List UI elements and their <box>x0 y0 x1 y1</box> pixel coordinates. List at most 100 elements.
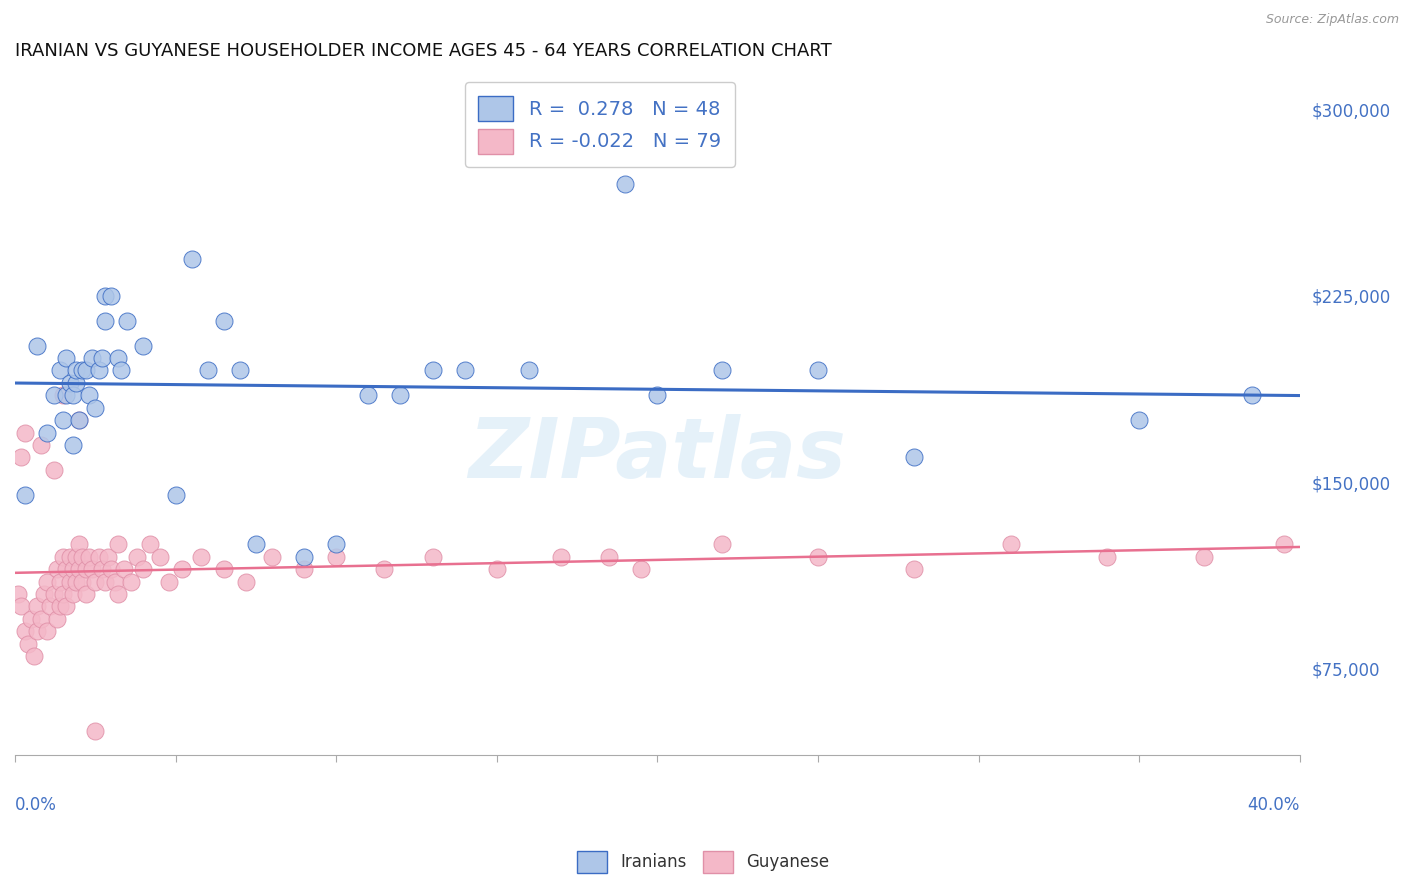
Point <box>630 562 652 576</box>
Point <box>55 599 77 614</box>
Point <box>17 637 39 651</box>
Point <box>59 549 82 564</box>
Point <box>65 549 87 564</box>
Point <box>94 574 117 589</box>
Point <box>807 363 830 377</box>
Point <box>27 599 49 614</box>
Point <box>117 314 139 328</box>
Point <box>82 351 104 365</box>
Point <box>52 413 75 427</box>
Point <box>45 562 67 576</box>
Point <box>807 549 830 564</box>
Point <box>325 537 347 551</box>
Point <box>62 562 84 576</box>
Point <box>260 549 283 564</box>
Point <box>90 351 112 365</box>
Text: 0.0%: 0.0% <box>15 797 56 814</box>
Point <box>55 388 77 402</box>
Point <box>30 438 52 452</box>
Point <box>517 363 540 377</box>
Point <box>422 363 444 377</box>
Point <box>94 314 117 328</box>
Point <box>357 388 380 402</box>
Point <box>52 549 75 564</box>
Point <box>72 363 94 377</box>
Text: IRANIAN VS GUYANESE HOUSEHOLDER INCOME AGES 45 - 64 YEARS CORRELATION CHART: IRANIAN VS GUYANESE HOUSEHOLDER INCOME A… <box>15 42 832 60</box>
Point <box>39 599 62 614</box>
Point <box>100 562 122 576</box>
Point <box>125 549 148 564</box>
Point <box>82 562 104 576</box>
Point <box>65 376 87 390</box>
Point <box>87 549 110 564</box>
Point <box>67 562 90 576</box>
Point <box>30 612 52 626</box>
Point <box>132 562 155 576</box>
Point <box>235 574 257 589</box>
Point <box>14 487 37 501</box>
Point <box>454 363 477 377</box>
Point <box>27 624 49 639</box>
Point <box>75 587 97 601</box>
Point <box>107 351 129 365</box>
Point <box>14 425 37 440</box>
Point <box>22 648 45 663</box>
Point <box>1095 549 1118 564</box>
Point <box>32 587 55 601</box>
Point <box>49 363 72 377</box>
Point <box>190 549 212 564</box>
Point <box>72 549 94 564</box>
Point <box>112 562 135 576</box>
Point <box>37 574 59 589</box>
Point <box>55 351 77 365</box>
Text: 40.0%: 40.0% <box>1247 797 1301 814</box>
Point <box>614 177 637 191</box>
Point <box>94 289 117 303</box>
Point <box>550 549 572 564</box>
Point <box>157 574 180 589</box>
Point <box>75 363 97 377</box>
Point <box>598 549 620 564</box>
Point <box>710 537 733 551</box>
Point <box>84 723 107 738</box>
Point <box>373 562 395 576</box>
Point <box>87 363 110 377</box>
Point <box>27 338 49 352</box>
Point <box>62 388 84 402</box>
Point <box>97 549 120 564</box>
Point <box>84 574 107 589</box>
Point <box>62 587 84 601</box>
Point <box>292 549 315 564</box>
Point <box>229 363 252 377</box>
Point <box>103 574 125 589</box>
Point <box>903 450 925 465</box>
Point <box>59 376 82 390</box>
Point <box>212 314 235 328</box>
Point <box>132 338 155 352</box>
Point <box>45 612 67 626</box>
Point <box>67 413 90 427</box>
Point <box>77 549 100 564</box>
Point <box>20 612 42 626</box>
Point <box>37 425 59 440</box>
Point <box>139 537 162 551</box>
Point <box>422 549 444 564</box>
Point <box>903 562 925 576</box>
Point <box>55 562 77 576</box>
Legend: R =  0.278   N = 48, R = -0.022   N = 79: R = 0.278 N = 48, R = -0.022 N = 79 <box>465 82 734 167</box>
Point <box>67 413 90 427</box>
Point <box>165 487 187 501</box>
Point <box>52 388 75 402</box>
Legend: Iranians, Guyanese: Iranians, Guyanese <box>569 845 837 880</box>
Text: ZIPatlas: ZIPatlas <box>468 415 846 495</box>
Point <box>180 252 202 266</box>
Point <box>1000 537 1022 551</box>
Point <box>62 438 84 452</box>
Point <box>49 599 72 614</box>
Point <box>107 537 129 551</box>
Point <box>42 388 65 402</box>
Point <box>1192 549 1215 564</box>
Point <box>42 587 65 601</box>
Point <box>710 363 733 377</box>
Point <box>107 587 129 601</box>
